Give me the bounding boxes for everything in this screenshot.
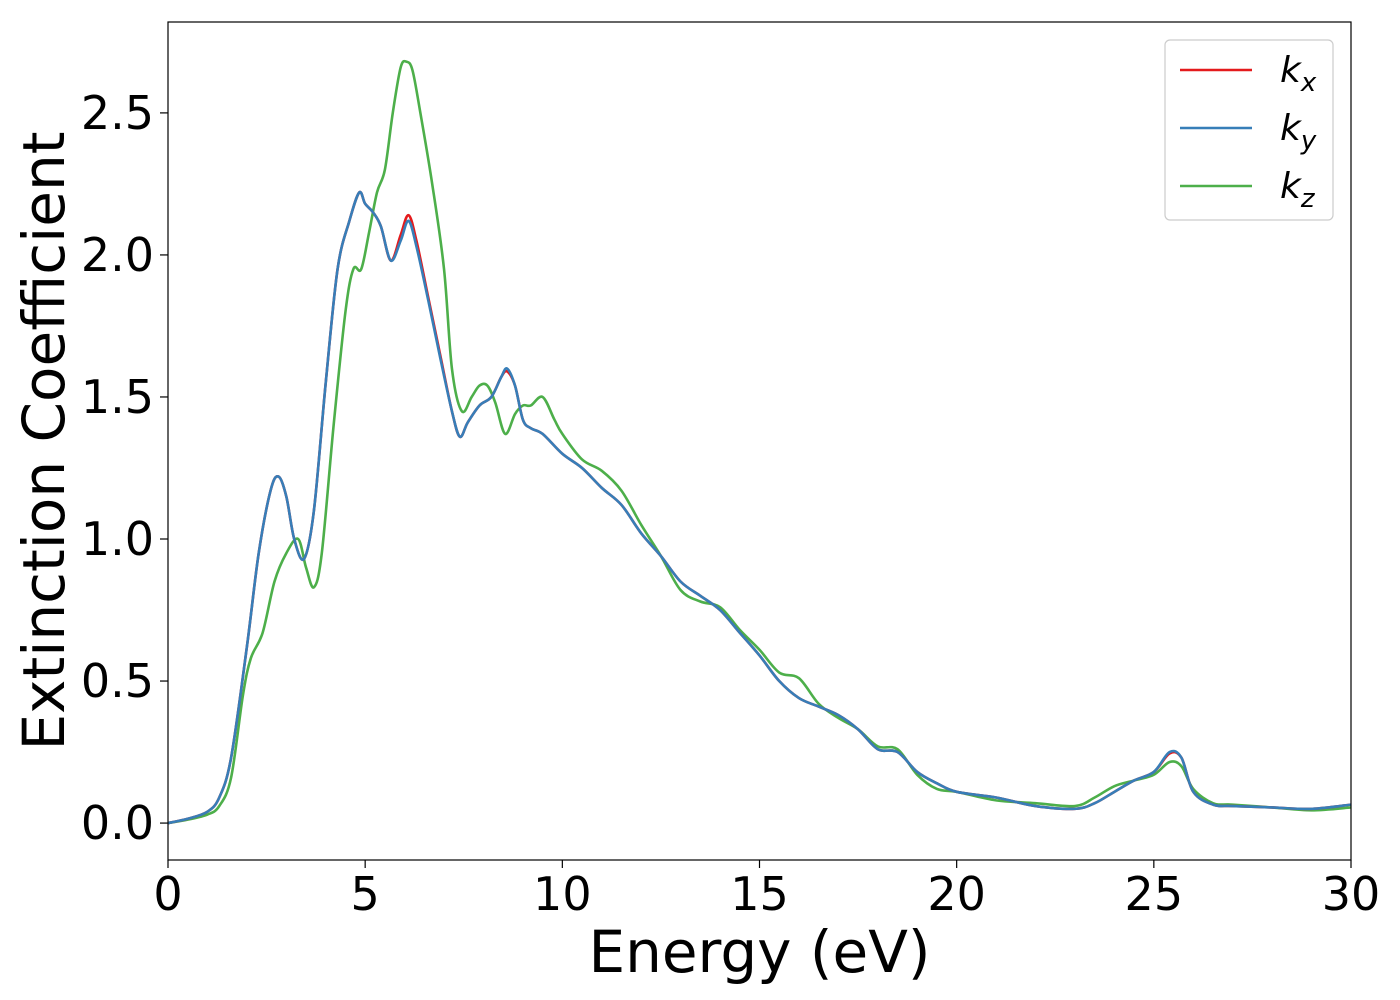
y-axis-label: Extinction Coefficient	[10, 132, 78, 751]
legend-label-subscript: z	[1300, 184, 1316, 214]
x-tick-label: 20	[927, 867, 986, 921]
x-tick-label: 0	[153, 867, 182, 921]
x-tick-label: 25	[1125, 867, 1184, 921]
x-tick-label: 30	[1322, 867, 1381, 921]
y-tick-label: 2.5	[81, 86, 154, 140]
x-tick-label: 5	[351, 867, 380, 921]
x-axis: 0 5 10 15 20 25 30	[153, 860, 1380, 921]
y-axis: 0.0 0.5 1.0 1.5 2.0 2.5	[81, 86, 168, 850]
legend-label-subscript: x	[1300, 68, 1317, 98]
legend-box	[1164, 39, 1334, 221]
legend-label-base: k	[1280, 50, 1303, 91]
x-tick-label: 15	[730, 867, 789, 921]
x-tick-label: 10	[533, 867, 592, 921]
y-tick-label: 0.0	[81, 796, 154, 850]
y-tick-label: 1.0	[81, 512, 154, 566]
plot-area	[167, 21, 1352, 861]
legend-label-subscript: y	[1300, 126, 1317, 156]
legend-label-base: k	[1280, 166, 1303, 207]
y-tick-label: 1.5	[81, 370, 154, 424]
legend-label-kx: kx	[1280, 50, 1317, 98]
y-tick-label: 0.5	[81, 654, 154, 708]
series-line-kz	[168, 59, 1351, 825]
series-line-ky	[168, 190, 1351, 825]
x-axis-label: Energy (eV)	[588, 918, 930, 986]
legend-label-base: k	[1280, 108, 1303, 149]
series-layer	[168, 59, 1351, 825]
legend-label-ky: ky	[1280, 108, 1317, 156]
y-tick-label: 2.0	[81, 228, 154, 282]
legend-label-kz: kz	[1280, 166, 1316, 214]
